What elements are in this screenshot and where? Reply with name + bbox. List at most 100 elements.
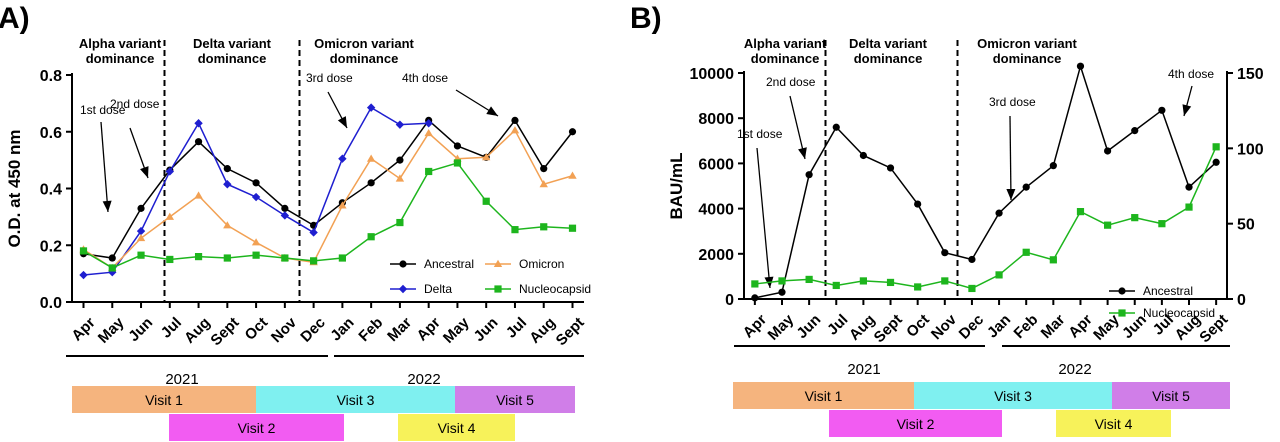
visit-bar bbox=[398, 414, 515, 441]
legend-label: Delta bbox=[424, 282, 452, 296]
x-tick-label: Nov bbox=[268, 314, 301, 347]
visit-bar bbox=[914, 382, 1112, 409]
series-line-omicron bbox=[83, 129, 573, 269]
era-label: dominance bbox=[993, 51, 1062, 66]
era-label: Omicron variant bbox=[314, 36, 414, 51]
visit-label: Visit 3 bbox=[994, 388, 1032, 404]
x-tick-label: Apr bbox=[1065, 311, 1095, 341]
y-tick-label: 0.8 bbox=[40, 68, 62, 85]
x-tick-label: Jul bbox=[503, 314, 530, 341]
visit-label: Visit 2 bbox=[897, 416, 935, 432]
data-point-nucleocapsid bbox=[540, 223, 548, 231]
data-point-nucleocapsid bbox=[108, 264, 116, 272]
data-point-nucleocapsid bbox=[310, 257, 318, 265]
dose-arrow-head bbox=[798, 147, 807, 159]
visit-label: Visit 1 bbox=[145, 392, 183, 408]
x-tick-label: Dec bbox=[956, 311, 987, 342]
era-label: dominance bbox=[751, 51, 820, 66]
series-line-nucleocapsid bbox=[754, 146, 1217, 290]
series-line-delta bbox=[83, 106, 429, 276]
y2-tick-label: 100 bbox=[1237, 141, 1264, 158]
data-point-ancestral bbox=[108, 254, 116, 262]
data-point-nucleocapsid bbox=[338, 254, 346, 262]
y-tick-label: 6000 bbox=[698, 156, 734, 173]
data-point-nucleocapsid bbox=[859, 277, 867, 285]
visit-bar bbox=[72, 386, 256, 413]
legend-label: Omicron bbox=[519, 257, 564, 271]
x-tick-label: May bbox=[95, 314, 128, 347]
data-point-nucleocapsid bbox=[1049, 256, 1057, 264]
data-point-delta bbox=[280, 211, 290, 220]
y-tick-label: 0.6 bbox=[40, 125, 62, 142]
y-tick-label: 0.2 bbox=[40, 238, 62, 255]
data-point-omicron bbox=[223, 221, 232, 229]
data-point-nucleocapsid bbox=[1076, 208, 1085, 216]
dose-label: 4th dose bbox=[1168, 67, 1214, 81]
x-tick-label: Apr bbox=[414, 314, 444, 344]
data-point-ancestral bbox=[540, 165, 548, 173]
data-point-nucleocapsid bbox=[281, 254, 289, 262]
era-label: dominance bbox=[330, 51, 399, 66]
data-point-ancestral bbox=[1212, 158, 1220, 166]
data-point-delta bbox=[424, 119, 433, 128]
era-label: dominance bbox=[198, 51, 267, 66]
y-tick-label: 8000 bbox=[698, 111, 734, 128]
data-point-nucleocapsid bbox=[79, 247, 88, 255]
data-point-ancestral bbox=[859, 151, 867, 160]
x-tick-label: Jun bbox=[471, 314, 502, 345]
x-tick-label: Jun bbox=[793, 311, 824, 342]
data-point-ancestral bbox=[1104, 147, 1112, 155]
data-point-nucleocapsid bbox=[511, 226, 519, 234]
data-point-ancestral bbox=[1022, 183, 1030, 191]
data-point-omicron bbox=[482, 153, 491, 161]
visit-label: Visit 3 bbox=[337, 392, 375, 408]
dose-label: 2nd dose bbox=[766, 75, 816, 89]
data-point-ancestral bbox=[832, 123, 840, 131]
year-label: 2021 bbox=[847, 361, 880, 378]
visit-bar bbox=[733, 382, 914, 409]
panel-letter: B) bbox=[630, 2, 662, 35]
data-point-nucleocapsid bbox=[137, 251, 145, 259]
data-point-nucleocapsid bbox=[1212, 143, 1220, 151]
era-label: Delta variant bbox=[849, 36, 928, 51]
x-tick-label: Aug bbox=[526, 314, 559, 347]
data-point-omicron bbox=[136, 233, 146, 242]
data-point-delta bbox=[309, 228, 318, 237]
year-label: 2021 bbox=[165, 371, 198, 388]
visit-bar bbox=[455, 386, 575, 413]
data-point-omicron bbox=[568, 171, 577, 179]
data-point-omicron bbox=[366, 154, 376, 162]
y-tick-label: 10000 bbox=[690, 66, 735, 83]
x-tick-label: Nov bbox=[928, 311, 961, 344]
x-tick-label: Mar bbox=[1038, 311, 1069, 342]
data-point-omicron bbox=[510, 126, 520, 134]
legend-swatch-marker bbox=[399, 260, 407, 268]
y-tick-label: 0.4 bbox=[40, 182, 62, 199]
data-point-omicron bbox=[251, 238, 261, 246]
dose-label: 3rd dose bbox=[989, 95, 1036, 109]
data-point-ancestral bbox=[778, 288, 786, 296]
data-point-ancestral bbox=[1185, 183, 1193, 191]
y-tick-label: 4000 bbox=[698, 202, 734, 219]
x-tick-label: Jul bbox=[158, 314, 185, 341]
dose-arrow-head bbox=[102, 200, 112, 212]
dose-arrow-head bbox=[1182, 104, 1192, 116]
x-tick-label: Aug bbox=[181, 314, 214, 347]
era-label: dominance bbox=[86, 51, 155, 66]
y-tick-label: 0 bbox=[725, 292, 734, 309]
data-point-nucleocapsid bbox=[482, 197, 490, 205]
y2-tick-label: 0 bbox=[1237, 292, 1246, 309]
data-point-ancestral bbox=[568, 128, 577, 136]
data-point-nucleocapsid bbox=[367, 233, 375, 241]
data-point-ancestral bbox=[453, 142, 462, 150]
visit-label: Visit 4 bbox=[1095, 416, 1133, 432]
data-point-ancestral bbox=[914, 200, 922, 208]
series-line-ancestral bbox=[754, 63, 1217, 299]
data-point-nucleocapsid bbox=[1185, 203, 1193, 211]
x-tick-label: Apr bbox=[68, 314, 98, 344]
data-point-omicron bbox=[395, 174, 405, 182]
x-tick-label: May bbox=[765, 311, 798, 344]
data-point-ancestral bbox=[805, 171, 813, 179]
x-tick-label: Oct bbox=[903, 311, 933, 341]
